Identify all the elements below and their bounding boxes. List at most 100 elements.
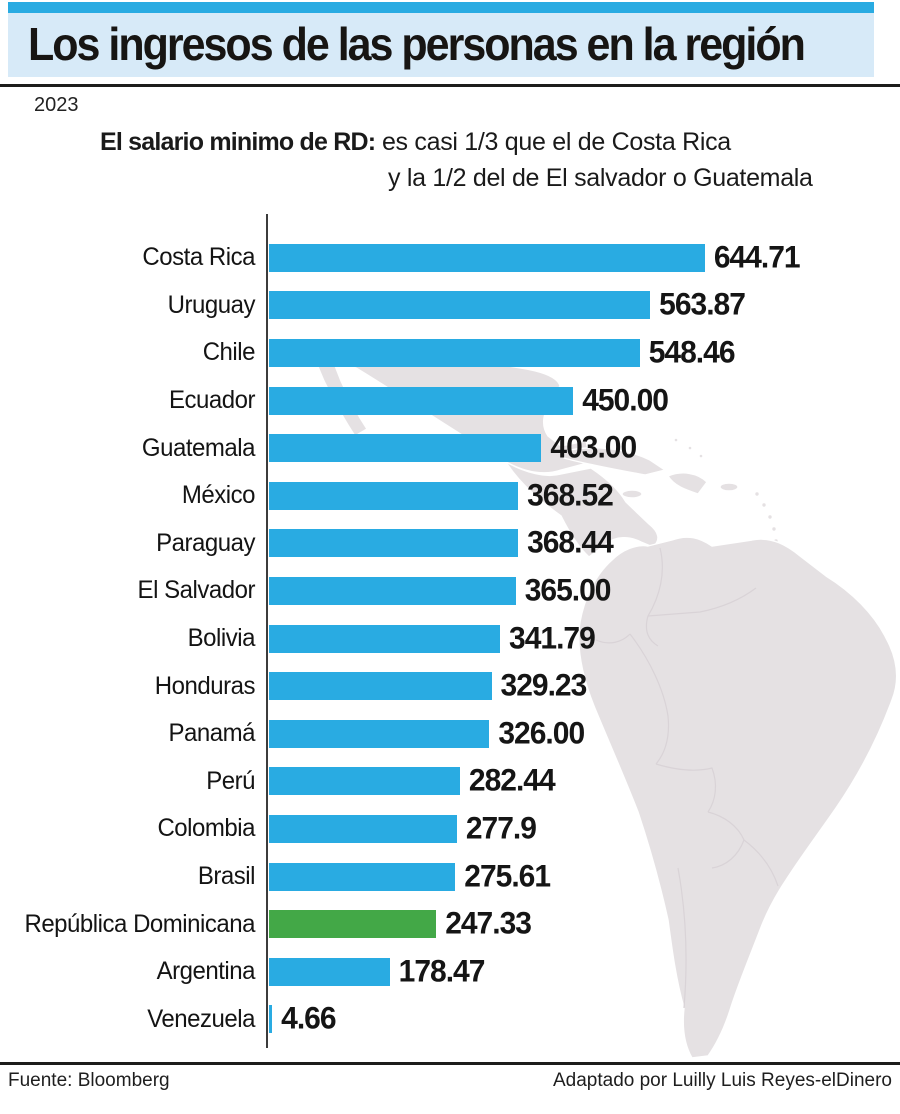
bar-zone: 548.46 — [255, 335, 900, 370]
chart-row: Colombia 277.9 — [0, 805, 900, 853]
year-label: 2023 — [34, 94, 79, 116]
bar-zone: 368.52 — [255, 478, 900, 513]
header-rule — [0, 84, 900, 87]
country-label: Chile — [202, 338, 256, 367]
chart-rows: Costa Rica 644.71 Uruguay 563.87 Chile 548.46… — [0, 234, 900, 1043]
value-label: 4.66 — [281, 1001, 336, 1037]
chart-row: México 368.52 — [0, 472, 900, 520]
bar-chart: Costa Rica 644.71 Uruguay 563.87 Chile 548.46… — [0, 212, 900, 1052]
footer: Fuente: Bloomberg Adaptado por Luilly Lu… — [0, 1070, 900, 1092]
chart-row: Guatemala 403.00 — [0, 424, 900, 472]
country-label: México — [181, 481, 256, 510]
chart-row: Brasil 275.61 — [0, 853, 900, 901]
country-label: Panamá — [168, 719, 255, 748]
value-label: 548.46 — [648, 335, 736, 370]
value-bar-highlight — [269, 910, 437, 939]
value-label: 368.52 — [527, 477, 614, 513]
bar-zone: 277.9 — [255, 811, 900, 846]
value-bar — [269, 767, 460, 796]
value-bar — [269, 338, 640, 367]
value-bar — [269, 434, 542, 463]
value-label: 326.00 — [498, 715, 585, 751]
chart-subtitle-line2: y la 1/2 del de El salvador o Guatemala — [388, 164, 813, 192]
chart-row: Perú 282.44 — [0, 758, 900, 806]
chart-subtitle-rest: es casi 1/3 que el de Costa Rica — [375, 128, 731, 156]
value-label: 277.9 — [465, 811, 537, 846]
value-label: 341.79 — [509, 620, 596, 656]
chart-row: El Salvador 365.00 — [0, 567, 900, 615]
value-label: 275.61 — [464, 858, 551, 894]
value-bar — [269, 529, 519, 558]
bar-zone: 341.79 — [255, 621, 900, 655]
country-label: Costa Rica — [142, 243, 255, 272]
country-label: Colombia — [157, 814, 255, 843]
value-label: 365.00 — [524, 573, 612, 608]
chart-row: Costa Rica 644.71 — [0, 234, 900, 282]
value-bar — [269, 672, 492, 701]
country-label: Honduras — [154, 671, 256, 700]
bar-zone: 403.00 — [255, 430, 900, 465]
value-label: 368.44 — [527, 525, 614, 561]
chart-row: Venezuela 4.66 — [0, 996, 900, 1044]
value-label: 450.00 — [582, 382, 669, 418]
chart-row: Uruguay 563.87 — [0, 282, 900, 330]
value-bar — [269, 814, 457, 843]
country-label: Brasil — [197, 862, 256, 891]
header-accent-stripe — [8, 2, 874, 13]
country-label: Paraguay — [156, 528, 255, 557]
value-label: 563.87 — [659, 287, 746, 323]
chart-row: Panamá 326.00 — [0, 710, 900, 758]
value-bar — [269, 624, 501, 653]
value-label: 329.23 — [500, 668, 588, 703]
bar-zone: 365.00 — [255, 573, 900, 608]
value-label: 178.47 — [398, 953, 486, 989]
value-bar — [269, 481, 519, 510]
value-bar — [269, 1005, 273, 1034]
footer-rule — [0, 1062, 900, 1065]
chart-subtitle-bold: El salario minimo de RD: — [100, 128, 376, 156]
title-band: Los ingresos de las personas en la regió… — [8, 13, 874, 77]
country-label: Ecuador — [168, 386, 256, 415]
value-bar — [269, 957, 390, 986]
country-label: Venezuela — [147, 1004, 255, 1033]
chart-row: Chile 548.46 — [0, 329, 900, 377]
bar-zone: 247.33 — [255, 906, 900, 941]
chart-row: Argentina 178.47 — [0, 948, 900, 996]
bar-zone: 329.23 — [255, 668, 900, 703]
bar-zone: 275.61 — [255, 859, 900, 893]
chart-row: Paraguay 368.44 — [0, 520, 900, 568]
bar-zone: 282.44 — [255, 763, 900, 798]
bar-zone: 563.87 — [255, 288, 900, 322]
author-credit: Adaptado por Luilly Luis Reyes-elDinero — [552, 1070, 892, 1091]
country-label: Argentina — [156, 957, 256, 986]
bar-zone: 4.66 — [255, 1001, 900, 1036]
chart-row: Ecuador 450.00 — [0, 377, 900, 425]
chart-row: Honduras 329.23 — [0, 662, 900, 710]
value-bar — [269, 719, 490, 748]
value-label: 282.44 — [468, 763, 556, 799]
country-label: República Dominicana — [24, 909, 255, 938]
bar-zone: 326.00 — [255, 716, 900, 751]
country-label: Perú — [206, 766, 255, 795]
bar-zone: 178.47 — [255, 954, 900, 989]
y-axis-line — [266, 214, 268, 1048]
bar-zone: 450.00 — [255, 383, 900, 417]
value-bar — [269, 576, 516, 605]
source-credit: Fuente: Bloomberg — [8, 1070, 170, 1091]
value-label: 247.33 — [445, 906, 532, 941]
country-label: Bolivia — [187, 624, 256, 653]
value-bar — [269, 386, 574, 415]
country-label: El Salvador — [137, 576, 256, 605]
chart-subtitle-line1: El salario minimo de RD: es casi 1/3 que… — [100, 128, 731, 157]
value-bar — [269, 291, 651, 320]
country-label: Uruguay — [167, 290, 256, 319]
chart-row: Bolivia 341.79 — [0, 615, 900, 663]
value-bar — [269, 243, 705, 272]
bar-zone: 644.71 — [255, 240, 900, 275]
bar-zone: 368.44 — [255, 526, 900, 560]
chart-row: República Dominicana 247.33 — [0, 900, 900, 948]
page-title: Los ingresos de las personas en la regió… — [28, 18, 806, 71]
value-label: 403.00 — [550, 430, 637, 465]
value-bar — [269, 862, 456, 891]
